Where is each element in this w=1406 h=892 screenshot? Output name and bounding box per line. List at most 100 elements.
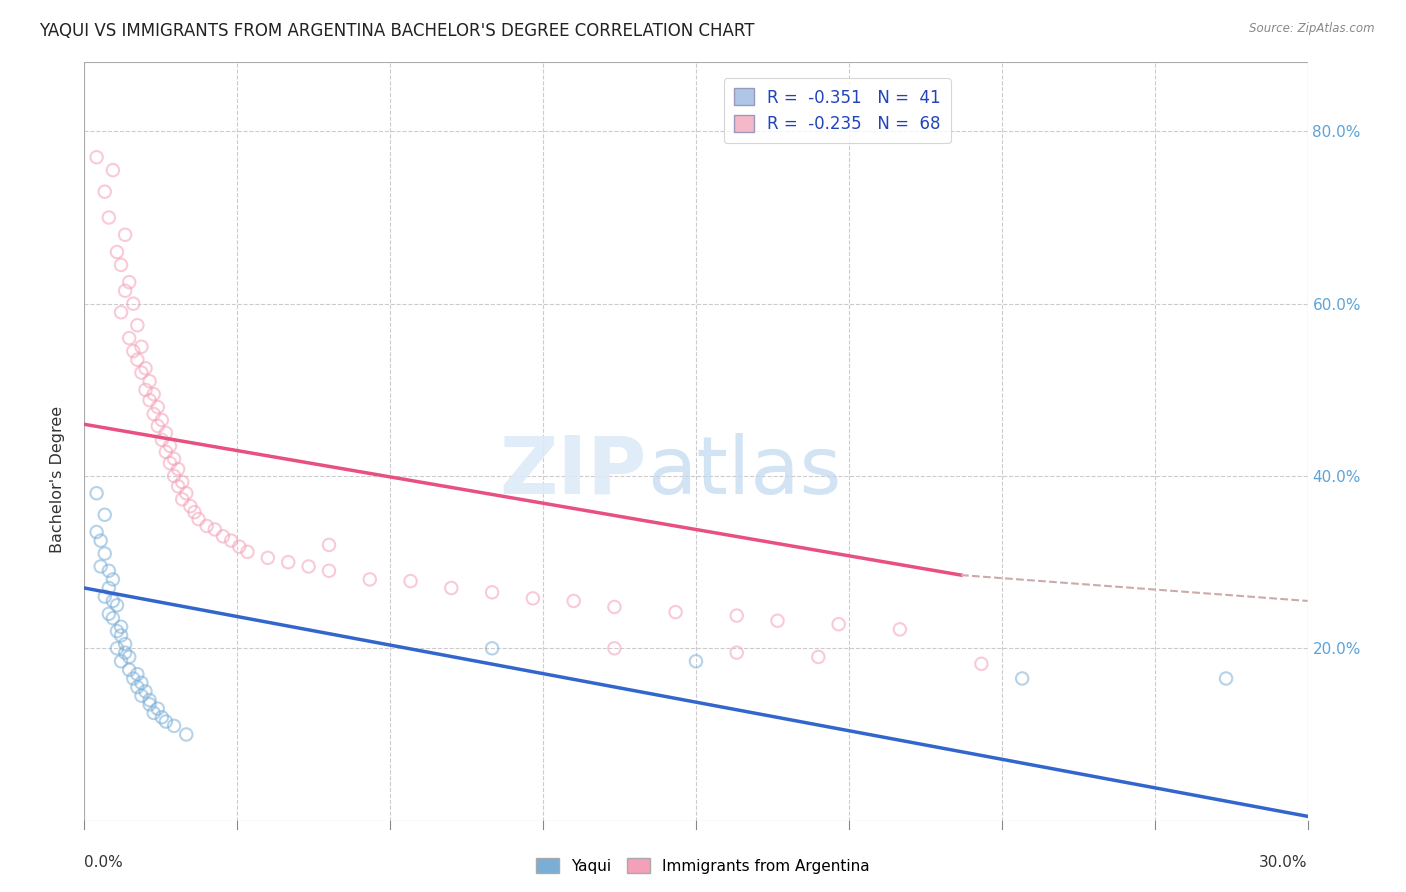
Legend: R =  -0.351   N =  41, R =  -0.235   N =  68: R = -0.351 N = 41, R = -0.235 N = 68 bbox=[724, 78, 950, 143]
Point bbox=[138, 698, 160, 712]
Point bbox=[219, 533, 242, 548]
Point bbox=[1011, 672, 1033, 686]
Point bbox=[725, 608, 748, 623]
Point bbox=[90, 533, 112, 548]
Point bbox=[187, 512, 209, 526]
Point bbox=[135, 684, 157, 698]
Point bbox=[889, 623, 911, 637]
Text: atlas: atlas bbox=[647, 433, 841, 511]
Point bbox=[105, 244, 128, 259]
Point bbox=[97, 564, 120, 578]
Point bbox=[146, 701, 169, 715]
Point bbox=[131, 340, 153, 354]
Point bbox=[105, 599, 128, 613]
Point bbox=[481, 641, 503, 656]
Point bbox=[105, 624, 128, 639]
Point bbox=[110, 628, 132, 642]
Point bbox=[97, 607, 120, 621]
Point bbox=[142, 706, 165, 720]
Point bbox=[204, 523, 226, 537]
Point bbox=[179, 499, 201, 513]
Point bbox=[212, 529, 235, 543]
Point bbox=[522, 591, 544, 606]
Point bbox=[127, 667, 149, 681]
Point bbox=[86, 486, 108, 500]
Point bbox=[90, 559, 112, 574]
Point bbox=[195, 519, 218, 533]
Point bbox=[481, 585, 503, 599]
Point bbox=[183, 505, 205, 519]
Point bbox=[277, 555, 299, 569]
Point bbox=[318, 538, 340, 552]
Point bbox=[122, 672, 145, 686]
Point bbox=[766, 614, 789, 628]
Point bbox=[122, 344, 145, 359]
Point bbox=[236, 545, 259, 559]
Point bbox=[114, 284, 136, 298]
Text: 0.0%: 0.0% bbox=[84, 855, 124, 870]
Point bbox=[159, 456, 181, 470]
Point bbox=[127, 680, 149, 694]
Point bbox=[114, 646, 136, 660]
Text: ZIP: ZIP bbox=[499, 433, 647, 511]
Point bbox=[228, 540, 250, 554]
Point bbox=[135, 361, 157, 376]
Point bbox=[101, 573, 124, 587]
Point bbox=[101, 611, 124, 625]
Point bbox=[101, 163, 124, 178]
Point bbox=[318, 564, 340, 578]
Point bbox=[118, 649, 141, 664]
Point bbox=[118, 275, 141, 289]
Point bbox=[93, 547, 115, 561]
Point bbox=[114, 637, 136, 651]
Point bbox=[110, 654, 132, 668]
Legend: Yaqui, Immigrants from Argentina: Yaqui, Immigrants from Argentina bbox=[530, 852, 876, 880]
Point bbox=[163, 469, 186, 483]
Point bbox=[93, 185, 115, 199]
Point bbox=[86, 524, 108, 539]
Point bbox=[155, 714, 177, 729]
Point bbox=[359, 573, 381, 587]
Point bbox=[603, 641, 626, 656]
Point bbox=[135, 383, 157, 397]
Point bbox=[440, 581, 463, 595]
Point bbox=[174, 486, 197, 500]
Point bbox=[665, 605, 688, 619]
Point bbox=[118, 331, 141, 345]
Point bbox=[163, 719, 186, 733]
Point bbox=[685, 654, 707, 668]
Point bbox=[807, 649, 830, 664]
Point bbox=[167, 479, 190, 493]
Text: 30.0%: 30.0% bbox=[1260, 855, 1308, 870]
Point bbox=[97, 211, 120, 225]
Point bbox=[122, 296, 145, 310]
Point bbox=[101, 594, 124, 608]
Point bbox=[118, 663, 141, 677]
Point bbox=[150, 710, 173, 724]
Point bbox=[150, 433, 173, 447]
Point bbox=[725, 646, 748, 660]
Point bbox=[150, 413, 173, 427]
Point bbox=[155, 445, 177, 459]
Point bbox=[399, 574, 422, 588]
Point bbox=[131, 689, 153, 703]
Point bbox=[93, 590, 115, 604]
Point bbox=[298, 559, 321, 574]
Point bbox=[167, 462, 190, 476]
Point bbox=[146, 419, 169, 434]
Point bbox=[105, 641, 128, 656]
Point bbox=[163, 451, 186, 466]
Point bbox=[86, 150, 108, 164]
Point bbox=[110, 258, 132, 272]
Point bbox=[142, 387, 165, 401]
Point bbox=[138, 693, 160, 707]
Point bbox=[131, 366, 153, 380]
Point bbox=[562, 594, 585, 608]
Point bbox=[970, 657, 993, 671]
Point bbox=[828, 617, 851, 632]
Point bbox=[142, 407, 165, 421]
Point bbox=[1215, 672, 1237, 686]
Point bbox=[110, 305, 132, 319]
Point bbox=[127, 318, 149, 333]
Point bbox=[155, 425, 177, 440]
